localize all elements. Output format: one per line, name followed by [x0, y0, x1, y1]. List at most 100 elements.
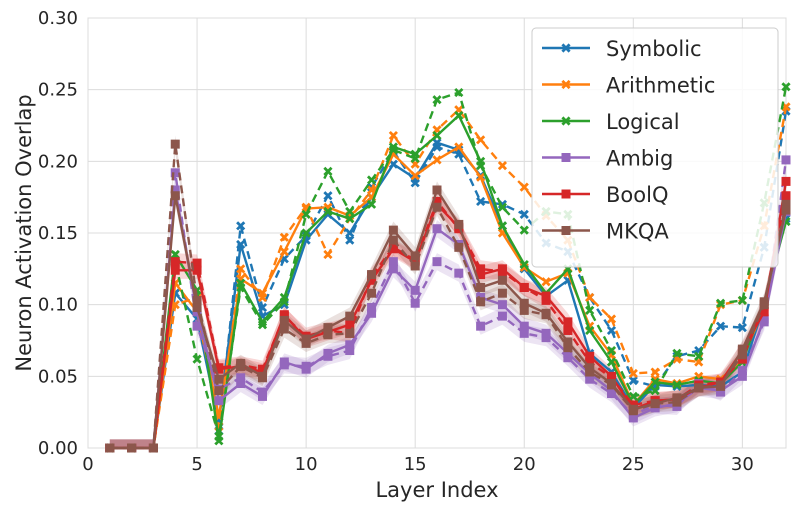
y-axis-label: Neuron Activation Overlap: [12, 94, 36, 371]
data-point: [519, 259, 529, 270]
data-point: [345, 328, 355, 338]
data-point: [606, 314, 617, 324]
data-point: [192, 354, 202, 364]
data-point: [410, 285, 420, 295]
data-point: [432, 138, 442, 148]
data-point: [454, 242, 464, 252]
data-point: [170, 185, 180, 195]
data-point: [366, 175, 377, 185]
data-point: [607, 379, 616, 388]
data-point: [192, 295, 202, 305]
data-point: [170, 191, 180, 201]
series-lines: [105, 82, 791, 453]
confidence-band: [109, 151, 787, 449]
legend-marker: [561, 153, 571, 162]
data-point: [737, 350, 747, 360]
data-point: [497, 221, 508, 231]
data-point: [585, 325, 595, 336]
data-point: [519, 328, 529, 338]
data-point: [454, 268, 464, 278]
data-point: [607, 386, 616, 396]
legend: Symbolic Arithmetic Logical Ambig BoolQ MKQA: [531, 27, 779, 268]
data-point: [781, 191, 791, 201]
y-tick-label: 0.15: [38, 223, 78, 244]
data-point: [258, 371, 267, 381]
data-point: [759, 314, 769, 324]
data-point: [541, 328, 551, 338]
data-point: [345, 340, 355, 350]
data-point: [214, 364, 224, 374]
data-point: [737, 366, 747, 376]
data-point: [323, 249, 333, 260]
data-point: [170, 139, 180, 149]
data-point: [279, 357, 289, 367]
data-point: [388, 257, 398, 267]
data-point: [432, 257, 442, 267]
data-point: [737, 323, 747, 333]
data-point: [476, 264, 486, 274]
data-point: [672, 348, 682, 358]
data-point: [497, 288, 507, 298]
series-mkqa: [105, 139, 791, 453]
legend-marker: [561, 189, 571, 199]
data-point: [497, 311, 507, 321]
data-point: [257, 302, 268, 313]
data-point: [236, 358, 246, 368]
data-point: [563, 348, 573, 358]
data-point: [781, 205, 791, 215]
data-point: [476, 282, 486, 292]
data-point: [781, 82, 791, 92]
data-point: [519, 209, 529, 219]
data-point: [279, 247, 289, 257]
data-point: [279, 232, 289, 242]
x-tick-label: 5: [191, 454, 202, 475]
data-point: [323, 166, 333, 176]
data-point: [192, 265, 202, 275]
data-point: [366, 199, 377, 209]
data-point: [650, 367, 660, 377]
data-point: [170, 249, 180, 260]
data-point: [519, 305, 529, 315]
data-point: [454, 110, 464, 121]
data-point: [476, 156, 486, 166]
series-logical-solid-line: [109, 113, 788, 450]
data-point: [781, 199, 791, 209]
data-point: [323, 348, 333, 358]
data-point: [367, 288, 377, 298]
legend-marker: [561, 79, 571, 90]
x-tick-label: 20: [513, 454, 536, 475]
data-point: [192, 321, 202, 331]
data-point: [258, 391, 267, 401]
data-point: [279, 315, 289, 325]
data-point: [410, 171, 420, 181]
data-point: [301, 334, 311, 344]
x-tick-label: 0: [82, 454, 93, 475]
data-point: [628, 391, 638, 401]
data-point: [192, 258, 202, 268]
data-point: [323, 323, 333, 333]
data-point: [563, 343, 573, 353]
data-point: [672, 393, 682, 403]
data-point: [606, 357, 617, 367]
data-point: [170, 168, 180, 178]
data-point: [432, 202, 442, 212]
x-tick-label: 15: [404, 454, 427, 475]
data-point: [192, 303, 202, 313]
data-point: [388, 159, 398, 169]
data-point: [694, 383, 704, 393]
legend-item-ambig: Ambig: [542, 147, 673, 171]
data-point: [497, 275, 507, 285]
data-point: [781, 155, 791, 165]
data-point: [454, 219, 464, 229]
legend-label: BoolQ: [606, 183, 668, 207]
data-point: [388, 225, 398, 235]
y-tick-label: 0.20: [38, 151, 78, 172]
data-point: [127, 443, 137, 453]
data-point: [345, 235, 355, 245]
data-point: [214, 436, 224, 446]
data-point: [236, 278, 246, 288]
data-point: [563, 317, 573, 327]
data-point: [650, 377, 660, 387]
data-point: [759, 297, 769, 307]
data-point: [236, 264, 246, 274]
